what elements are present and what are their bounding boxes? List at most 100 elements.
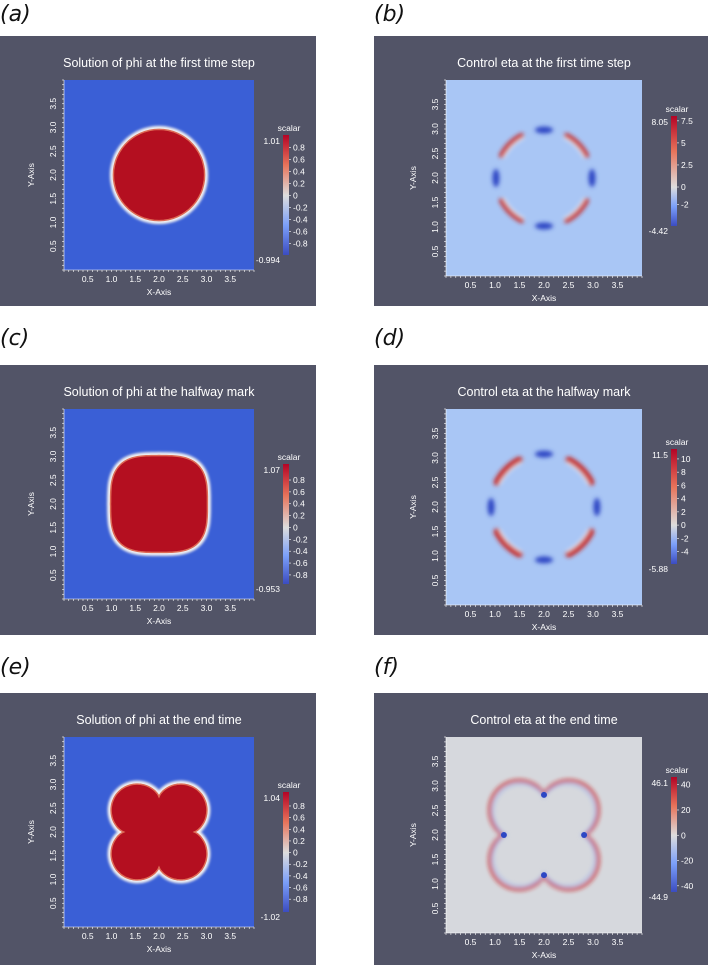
colorbar-title: scalar [278, 123, 301, 133]
y-tick-label: 2.5 [48, 145, 58, 157]
colorbar-tick-label: 0.8 [293, 801, 305, 811]
colorbar-tick-label: 0.8 [293, 475, 305, 485]
colorbar-tick-label: 5 [681, 138, 686, 148]
x-tick-label: 0.5 [465, 609, 477, 619]
colorbar-title: scalar [278, 780, 301, 790]
x-tick-label: 3.5 [612, 280, 624, 290]
colorbar-tick-label: -0.4 [293, 214, 308, 224]
y-axis-label: Y-Axis [26, 820, 36, 844]
colorbar-min-label: -0.953 [256, 584, 280, 594]
x-tick-label: 1.0 [106, 603, 118, 613]
colorbar-tick-label: 0 [681, 182, 686, 192]
colorbar-tick-label: -4 [681, 547, 689, 557]
colorbar-tick-label: -2 [681, 533, 689, 543]
x-tick-label: 0.5 [82, 931, 94, 941]
colorbar-min-label: -1.02 [261, 912, 281, 922]
y-tick-label: 3.0 [48, 450, 58, 462]
x-tick-label: 0.5 [465, 937, 477, 947]
y-tick-label: 1.5 [48, 193, 58, 205]
y-tick-label: 1.5 [430, 853, 440, 865]
x-tick-label: 3.0 [201, 274, 213, 284]
y-tick-label: 1.5 [430, 196, 440, 208]
colorbar-tick-label: 8 [681, 467, 686, 477]
colorbar-tick-label: 20 [681, 805, 691, 815]
colorbar-tick-label: 0 [293, 190, 298, 200]
y-tick-label: 3.5 [48, 98, 58, 110]
colorbar-tick-label: 0.2 [293, 511, 305, 521]
y-tick-label: 0.5 [430, 902, 440, 914]
y-tick-label: 1.5 [430, 525, 440, 537]
x-tick-label: 2.0 [153, 274, 165, 284]
colorbar-tick-label: -0.6 [293, 558, 308, 568]
x-tick-label: 1.5 [514, 280, 526, 290]
x-tick-label: 3.5 [224, 931, 236, 941]
y-axis-label: Y-Axis [26, 492, 36, 516]
colorbar-max-label: 1.04 [263, 793, 280, 803]
panel-label-c: (c) [0, 326, 30, 351]
field-plot [446, 409, 642, 605]
y-tick-label: 1.0 [48, 545, 58, 557]
colorbar [283, 135, 289, 255]
colorbar-tick-label: 2 [681, 507, 686, 517]
colorbar-tick-label: -0.2 [293, 534, 308, 544]
colorbar-max-label: 46.1 [651, 778, 668, 788]
colorbar-tick-label: -0.8 [293, 238, 308, 248]
panel-title: Solution of phi at the end time [76, 713, 241, 727]
colorbar [283, 464, 289, 584]
panel-svg: Solution of phi at the first time step 0.… [26, 56, 308, 297]
y-tick-label: 3.0 [430, 780, 440, 792]
colorbar-tick-label: 0.6 [293, 487, 305, 497]
x-axis-label: X-Axis [147, 944, 172, 954]
x-tick-label: 1.5 [129, 931, 141, 941]
colorbar-tick-label: 0 [293, 848, 298, 858]
colorbar-tick-label: 0.6 [293, 155, 305, 165]
y-tick-label: 2.0 [48, 826, 58, 838]
x-axis-label: X-Axis [147, 287, 172, 297]
panel-a: Solution of phi at the first time step 0.… [0, 36, 316, 306]
y-tick-label: 3.5 [430, 98, 440, 110]
panel-svg: Control eta at the first time step 0.5 1.0… [408, 56, 693, 303]
panel-e: Solution of phi at the end time 0.5 1.0 1.5… [0, 693, 316, 965]
colorbar-title: scalar [666, 104, 689, 114]
panel-d: Control eta at the halfway mark 0.5 1.0 1.5… [374, 365, 708, 635]
y-tick-label: 2.5 [430, 804, 440, 816]
colorbar-tick-label: 0.4 [293, 824, 305, 834]
colorbar-tick-label: -0.8 [293, 894, 308, 904]
panel-svg: Control eta at the halfway mark 0.5 1.0 1.5… [408, 385, 691, 632]
colorbar-tick-label: -0.4 [293, 546, 308, 556]
y-tick-label: 2.0 [430, 829, 440, 841]
x-axis-label: X-Axis [532, 293, 557, 303]
field-plot [446, 737, 642, 933]
y-tick-label: 3.5 [48, 427, 58, 439]
colorbar-title: scalar [278, 452, 301, 462]
y-tick-label: 3.0 [48, 778, 58, 790]
x-tick-label: 2.5 [563, 280, 575, 290]
x-tick-label: 3.0 [587, 937, 599, 947]
panel-title: Control eta at the end time [470, 713, 617, 727]
panel-title: Control eta at the first time step [457, 56, 631, 70]
colorbar-tick-label: 0.8 [293, 143, 305, 153]
x-tick-label: 3.0 [587, 609, 599, 619]
y-tick-label: 1.0 [430, 550, 440, 562]
x-tick-label: 1.0 [489, 280, 501, 290]
y-tick-label: 0.5 [48, 897, 58, 909]
x-tick-label: 2.0 [153, 931, 165, 941]
colorbar-max-label: 8.05 [651, 117, 668, 127]
colorbar-tick-label: 6 [681, 480, 686, 490]
y-tick-label: 2.0 [430, 172, 440, 184]
colorbar-tick-label: 0 [293, 522, 298, 532]
panel-label-b: (b) [374, 2, 406, 27]
x-tick-label: 1.0 [106, 274, 118, 284]
panel-label-f: (f) [374, 655, 399, 680]
field-plot [64, 737, 254, 927]
colorbar-tick-label: -20 [681, 856, 694, 866]
colorbar-tick-label: 10 [681, 454, 691, 464]
y-axis-label: Y-Axis [26, 163, 36, 187]
colorbar-min-label: -4.42 [649, 226, 669, 236]
colorbar-max-label: 11.5 [652, 450, 668, 460]
x-tick-label: 3.0 [201, 931, 213, 941]
y-tick-label: 3.0 [48, 121, 58, 133]
panel-label-e: (e) [0, 655, 31, 680]
y-tick-label: 3.5 [430, 755, 440, 767]
colorbar-max-label: 1.07 [263, 465, 280, 475]
